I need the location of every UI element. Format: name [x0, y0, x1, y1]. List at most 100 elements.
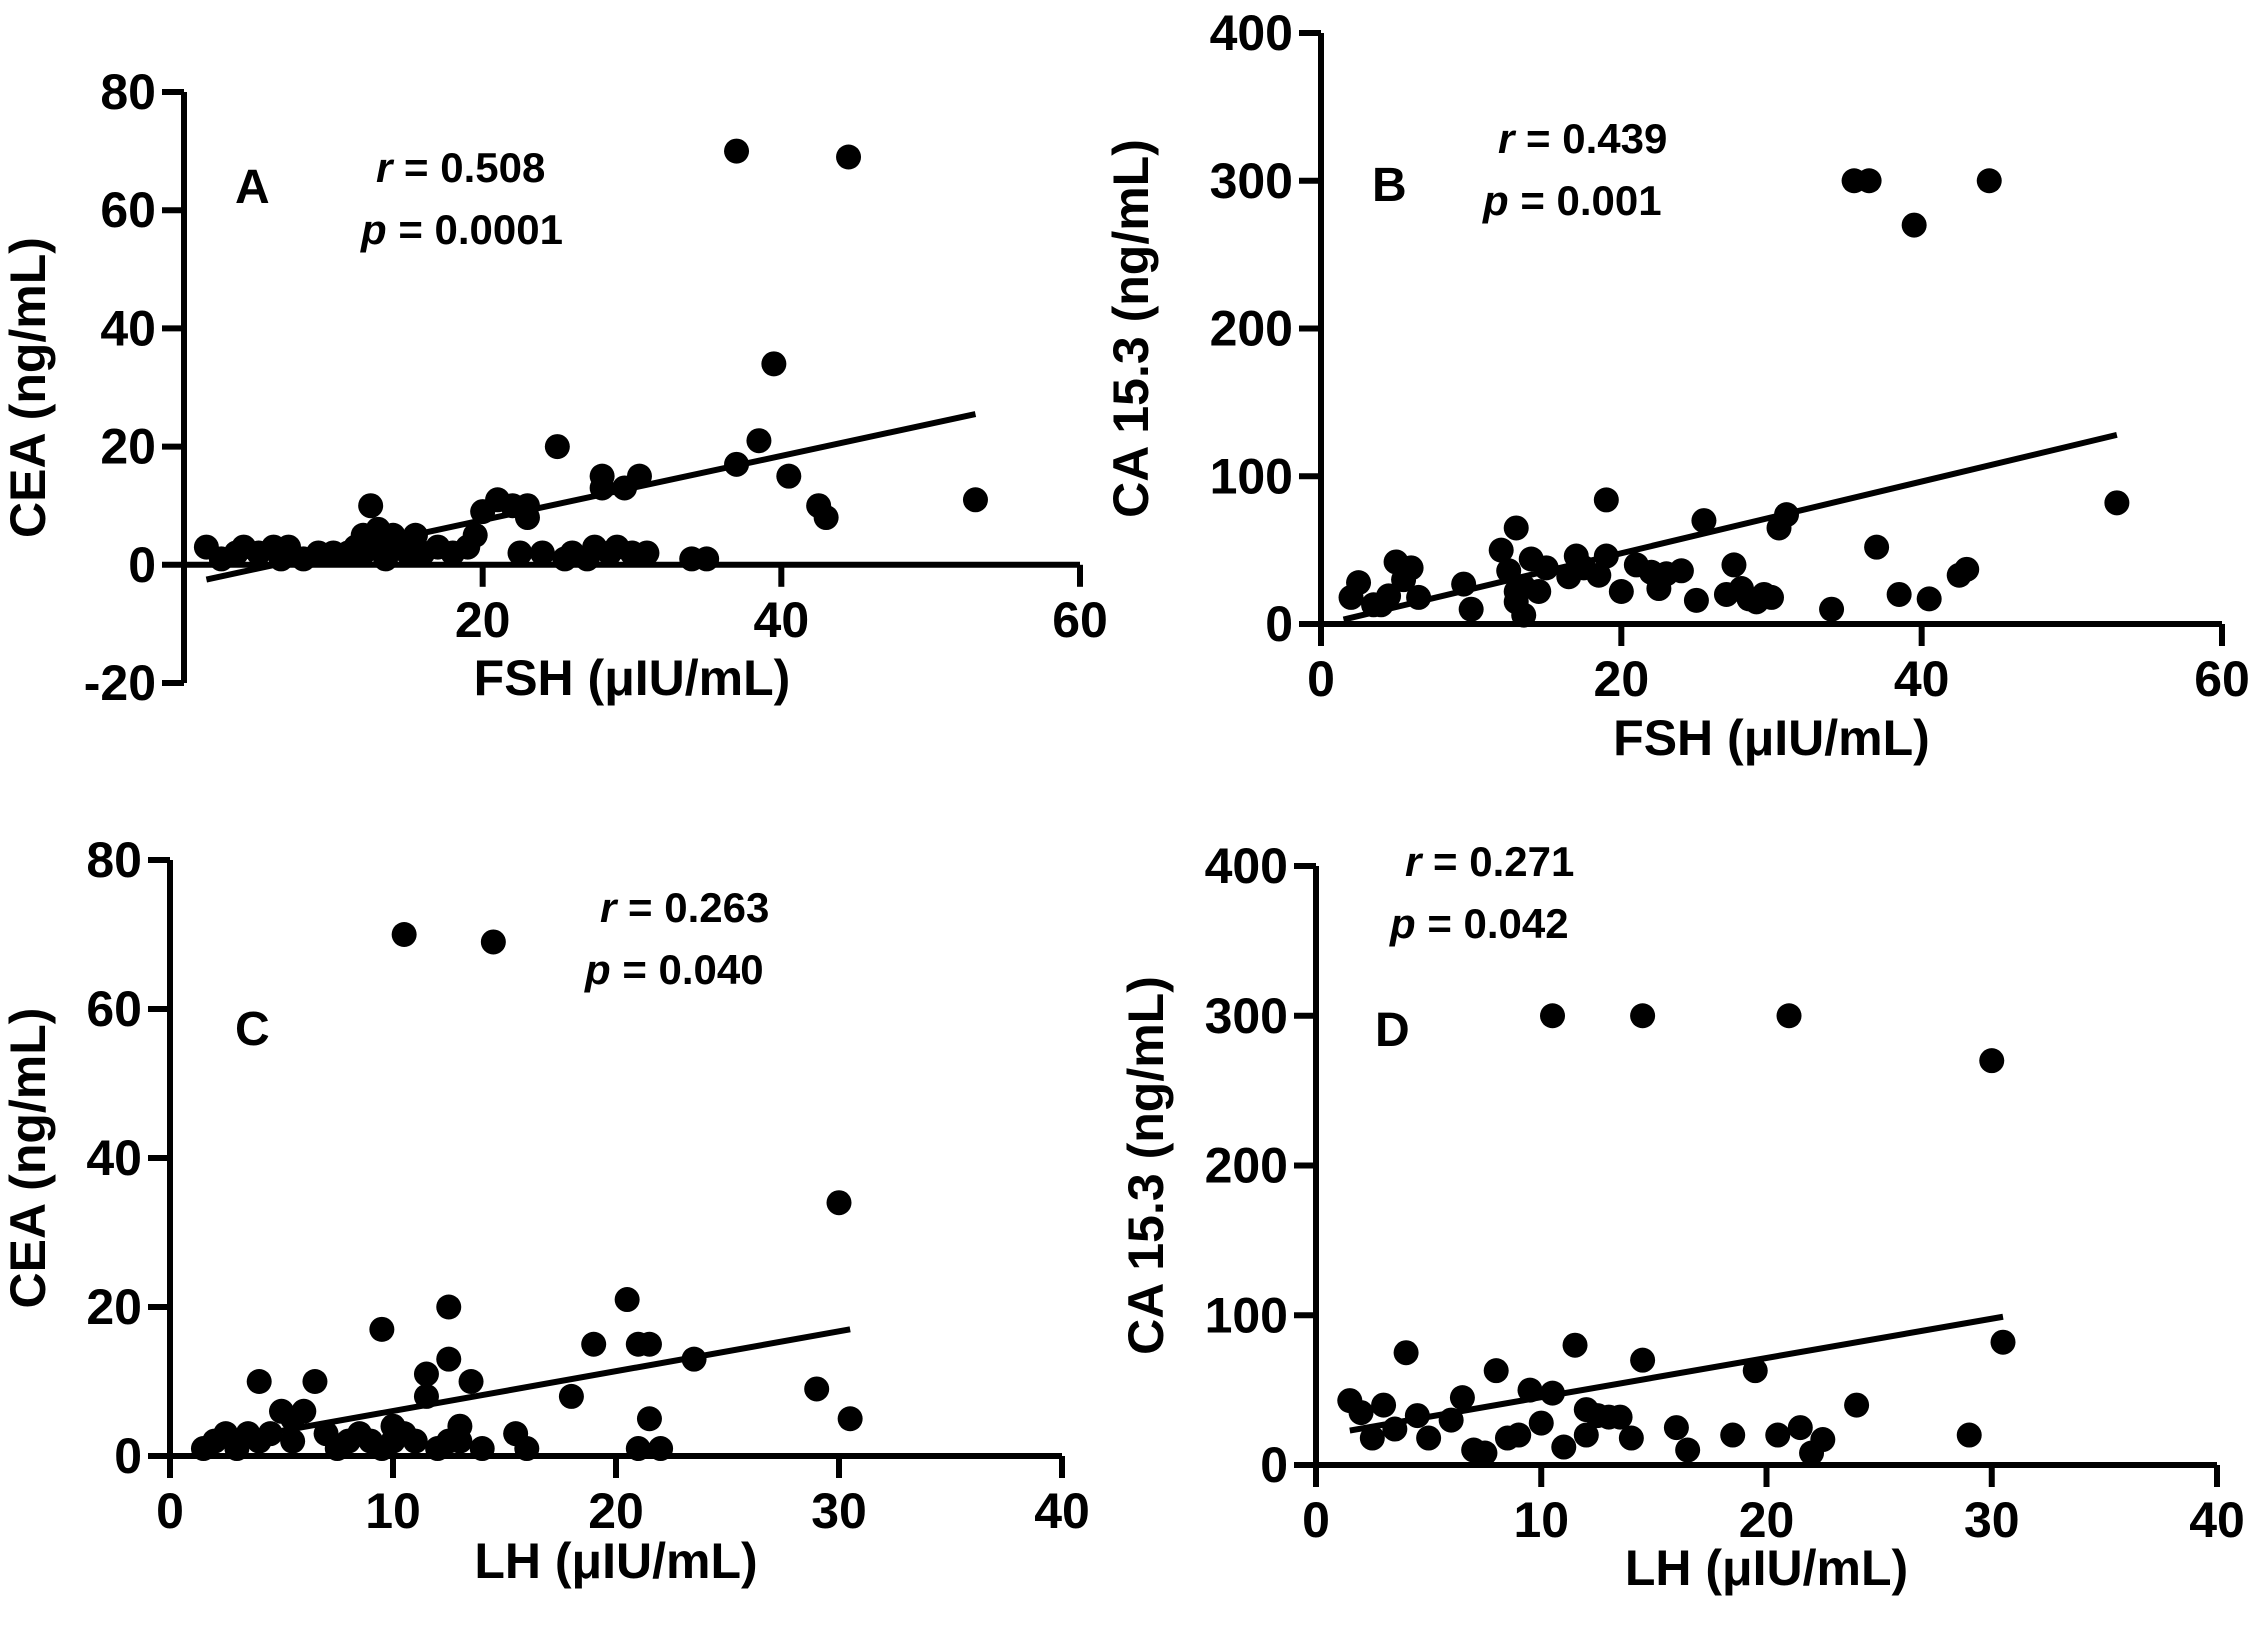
data-point	[1663, 1415, 1689, 1441]
y-tick-label: 100	[1205, 1287, 1288, 1343]
data-point	[480, 929, 506, 955]
stat-p: p = 0.042	[1389, 900, 1569, 947]
data-point	[1979, 1048, 2005, 1074]
data-point	[391, 922, 417, 947]
data-point	[507, 540, 533, 566]
data-point	[1496, 558, 1522, 584]
panel-c: 0 20 40 60 80 0 10 20 30 40 LH (μIU/mL) CEA (ng/mL)…	[0, 832, 1090, 1589]
data-point	[1376, 583, 1402, 609]
x-tick-label: 20	[1594, 651, 1650, 707]
x-axis-label: FSH (μIU/mL)	[1613, 710, 1930, 766]
data-point	[1742, 1358, 1768, 1384]
data-point	[761, 351, 787, 377]
data-point	[544, 434, 570, 460]
x-tick-label: 40	[1894, 651, 1950, 707]
data-point	[1691, 508, 1717, 534]
stat-r: r = 0.508	[376, 144, 545, 191]
data-point	[1720, 1422, 1746, 1448]
data-point	[1406, 584, 1432, 610]
data-point	[1562, 1332, 1588, 1358]
data-point	[681, 1346, 707, 1372]
y-tick-label: 60	[86, 981, 142, 1037]
data-point	[436, 1346, 462, 1372]
x-tick-label: 40	[2189, 1492, 2245, 1548]
data-point	[1573, 1422, 1599, 1448]
x-tick-label: 60	[1052, 592, 1108, 648]
data-point	[1382, 1416, 1408, 1442]
stat-r: r = 0.263	[600, 884, 769, 931]
data-point	[1776, 1003, 1802, 1029]
data-point	[746, 428, 772, 454]
data-point	[2104, 490, 2130, 516]
data-point	[458, 1369, 484, 1394]
stat-r: r = 0.439	[1498, 115, 1667, 162]
data-point	[529, 540, 555, 566]
data-point	[469, 1436, 495, 1462]
y-axis-label: CA 15.3 (ng/mL)	[1103, 139, 1159, 518]
data-point	[1856, 168, 1882, 194]
x-tick-label: 0	[156, 1483, 184, 1539]
data-point	[1630, 1003, 1656, 1029]
data-point	[1586, 562, 1612, 588]
panel-letter: A	[235, 161, 270, 214]
data-point	[625, 1436, 651, 1462]
data-point	[776, 463, 802, 489]
x-tick-label: 20	[1739, 1492, 1795, 1548]
data-point	[1506, 1422, 1532, 1448]
data-point	[369, 1316, 395, 1342]
data-point	[1393, 1340, 1419, 1366]
x-tick-label: 20	[588, 1483, 644, 1539]
x-tick-label: 40	[1034, 1483, 1090, 1539]
x-axis-label: LH (μIU/mL)	[474, 1533, 757, 1589]
data-point	[1810, 1427, 1836, 1453]
y-tick-label: 20	[86, 1279, 142, 1335]
data-point	[1451, 571, 1477, 597]
x-tick-label: 30	[1964, 1492, 2020, 1548]
data-point	[1954, 556, 1980, 582]
data-point	[1607, 1404, 1633, 1430]
data-point	[1458, 596, 1484, 622]
panel-d: 0 100 200 300 400 0 10 20 30 40 LH (μIU/mL) CA 15.3…	[1118, 838, 2245, 1596]
data-point	[634, 540, 660, 566]
data-point	[291, 1398, 317, 1424]
data-point	[413, 1361, 439, 1387]
y-tick-label: 300	[1210, 153, 1293, 209]
data-point	[626, 463, 652, 489]
y-axis-label: CEA (ng/mL)	[0, 237, 56, 538]
data-point	[1526, 578, 1552, 604]
data-point	[813, 505, 839, 531]
data-point	[1404, 1403, 1430, 1429]
data-point	[1511, 602, 1537, 628]
data-point	[1488, 537, 1514, 563]
y-tick-label: 100	[1210, 448, 1293, 504]
data-point	[358, 493, 384, 519]
data-point	[1438, 1407, 1464, 1433]
panel-letter: D	[1375, 1004, 1410, 1057]
data-point	[1472, 1440, 1498, 1466]
data-point	[1765, 1422, 1791, 1448]
data-point	[447, 1428, 473, 1454]
data-point	[1787, 1415, 1813, 1441]
panel-a: -20 0 20 40 60 80 20 40 60 FSH (μIU/mL) CEA (ng/mL…	[0, 64, 1108, 711]
data-point	[1398, 555, 1424, 581]
x-tick-label: 30	[811, 1483, 867, 1539]
data-point	[1675, 1437, 1701, 1463]
data-point	[1348, 1400, 1374, 1426]
data-point	[1593, 487, 1619, 513]
data-point	[462, 522, 488, 548]
data-point	[1449, 1385, 1475, 1411]
y-tick-label: 80	[100, 64, 156, 120]
y-tick-label: 400	[1205, 838, 1288, 894]
x-tick-label: 10	[1513, 1492, 1569, 1548]
y-tick-label: 40	[86, 1130, 142, 1186]
x-tick-label: 20	[455, 592, 511, 648]
stat-p: p = 0.001	[1482, 177, 1662, 224]
data-point	[589, 475, 615, 501]
data-point	[1540, 1003, 1566, 1029]
data-point	[804, 1376, 830, 1402]
y-tick-label: 20	[100, 419, 156, 475]
data-point	[837, 1406, 863, 1432]
data-point	[1976, 168, 2002, 194]
data-point	[1774, 502, 1800, 528]
data-point	[614, 1287, 640, 1313]
